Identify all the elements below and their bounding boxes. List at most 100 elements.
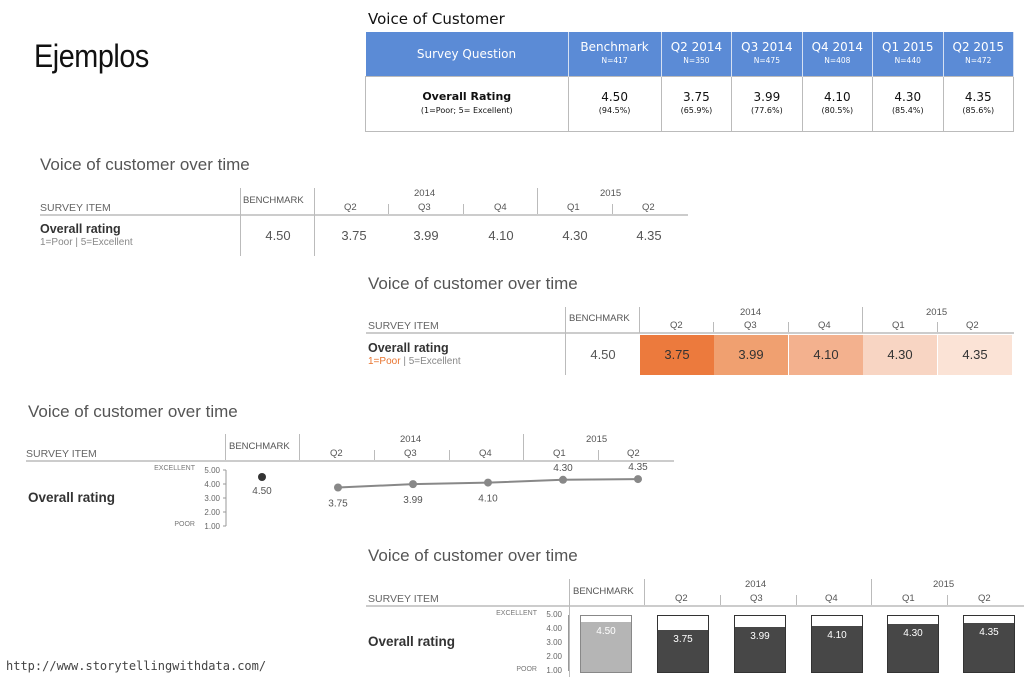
tick xyxy=(796,595,797,605)
quarter-label: Q2 xyxy=(978,593,991,604)
tick xyxy=(374,450,375,460)
benchmark-header: BENCHMARK xyxy=(569,313,630,324)
data-point xyxy=(634,475,642,484)
data-point xyxy=(559,475,567,484)
data-point xyxy=(409,480,417,489)
column-divider xyxy=(639,307,640,333)
tick xyxy=(788,322,789,332)
survey-item-header: SURVEY ITEM xyxy=(368,593,439,605)
benchmark-value: 4.50 xyxy=(590,347,616,362)
bar: 4.10 xyxy=(811,615,863,673)
data-label: 4.30 xyxy=(553,463,573,474)
bar-fill: 4.10 xyxy=(812,626,862,672)
column-divider xyxy=(862,307,863,333)
benchmark-header: BENCHMARK xyxy=(573,586,634,597)
quarter-label: Q2 xyxy=(642,202,655,213)
year-2014-label: 2014 xyxy=(414,188,436,199)
row-label: Overall Rating (1=Poor; 5= Excellent) xyxy=(365,76,569,132)
survey-item-header: SURVEY ITEM xyxy=(26,448,97,460)
quarter-value: 4.35 xyxy=(636,228,662,243)
bar-fill: 3.75 xyxy=(658,630,708,672)
column-divider xyxy=(537,188,538,214)
quarter-label: Q4 xyxy=(818,320,831,331)
bar: 4.35 xyxy=(963,615,1015,673)
y-tick-label: 2.00 xyxy=(204,508,220,517)
col-q2-2015: Q2 2015 N=472 xyxy=(943,32,1014,77)
survey-item-header: SURVEY ITEM xyxy=(40,202,111,214)
tick xyxy=(947,595,948,605)
cell-q2-2015: 4.35 (85.6%) xyxy=(942,76,1014,132)
year-2015-label: 2015 xyxy=(926,307,948,318)
benchmark-header: BENCHMARK xyxy=(243,195,304,206)
col-q2-2014: Q2 2014 N=350 xyxy=(661,32,733,77)
quarter-label: Q2 xyxy=(675,593,688,604)
axis-poor-label: POOR xyxy=(174,521,195,528)
quarter-label: Q1 xyxy=(553,448,566,459)
plain-table-title: Voice of customer over time xyxy=(40,155,250,174)
quarter-label: Q4 xyxy=(479,448,492,459)
source-url[interactable]: http://www.storytellingwithdata.com/ xyxy=(6,659,267,673)
y-tick-label: 2.00 xyxy=(546,652,562,661)
year-2015-label: 2015 xyxy=(586,434,608,445)
col-q3-2014: Q3 2014 N=475 xyxy=(731,32,803,77)
quarter-label: Q3 xyxy=(744,320,757,331)
quarter-label: Q2 xyxy=(330,448,343,459)
tick xyxy=(713,322,714,332)
quarter-value: 3.99 xyxy=(413,228,439,243)
benchmark-point-label: 4.50 xyxy=(252,486,272,497)
column-divider xyxy=(569,579,570,677)
table1-caption: Voice of Customer xyxy=(368,10,505,28)
quarter-label: Q2 xyxy=(344,202,357,213)
y-tick-label: 1.00 xyxy=(204,522,220,531)
heat-cell: 3.99 xyxy=(714,335,788,375)
survey-item-header: SURVEY ITEM xyxy=(368,320,439,332)
data-label: 4.35 xyxy=(628,462,648,473)
quarter-label: Q4 xyxy=(494,202,507,213)
column-divider xyxy=(565,307,566,375)
heat-cell: 4.10 xyxy=(789,335,863,375)
quarter-label: Q1 xyxy=(567,202,580,213)
data-point xyxy=(334,483,342,492)
y-tick-label: 4.00 xyxy=(204,480,220,489)
table-row: Overall Rating (1=Poor; 5= Excellent) 4.5… xyxy=(365,76,1014,132)
row-label: Overall rating xyxy=(368,341,449,355)
bar: 3.75 xyxy=(657,615,709,673)
year-2014-label: 2014 xyxy=(740,307,762,318)
header-divider xyxy=(366,605,1024,607)
bar-fill: 4.35 xyxy=(964,623,1014,672)
row-label: Overall rating xyxy=(368,634,456,649)
benchmark-point xyxy=(258,473,266,481)
bar-fill: 4.30 xyxy=(888,623,938,672)
header-divider xyxy=(26,460,674,462)
axis-excellent-label: EXCELLENT xyxy=(496,610,537,617)
heat-cell: 3.75 xyxy=(640,335,714,375)
bar: 4.30 xyxy=(887,615,939,673)
y-tick-label: 3.00 xyxy=(204,494,220,503)
y-tick-label: 5.00 xyxy=(204,466,220,475)
bar-fill: 3.99 xyxy=(735,627,785,672)
column-divider xyxy=(240,188,241,256)
col-survey-question: Survey Question xyxy=(365,32,569,77)
column-divider xyxy=(299,434,300,460)
col-q4-2014: Q4 2014 N=408 xyxy=(802,32,874,77)
header-divider xyxy=(366,332,1014,334)
page-heading: Ejemplos xyxy=(34,38,149,74)
data-label: 3.75 xyxy=(328,499,348,510)
line-chart-title: Voice of customer over time xyxy=(28,402,238,421)
quarter-label: Q1 xyxy=(892,320,905,331)
column-divider xyxy=(225,434,226,460)
cell-q3-2014: 3.99 (77.6%) xyxy=(731,76,803,132)
quarter-label: Q3 xyxy=(404,448,417,459)
column-divider xyxy=(871,579,872,605)
quarter-label: Q3 xyxy=(750,593,763,604)
tick xyxy=(720,595,721,605)
col-q1-2015: Q1 2015 N=440 xyxy=(872,32,944,77)
tick xyxy=(937,322,938,332)
data-label: 4.10 xyxy=(478,494,498,505)
year-2015-label: 2015 xyxy=(933,579,955,590)
tick xyxy=(612,204,613,214)
axis-excellent-label: EXCELLENT xyxy=(154,465,195,472)
column-divider xyxy=(523,434,524,460)
quarter-label: Q2 xyxy=(627,448,640,459)
